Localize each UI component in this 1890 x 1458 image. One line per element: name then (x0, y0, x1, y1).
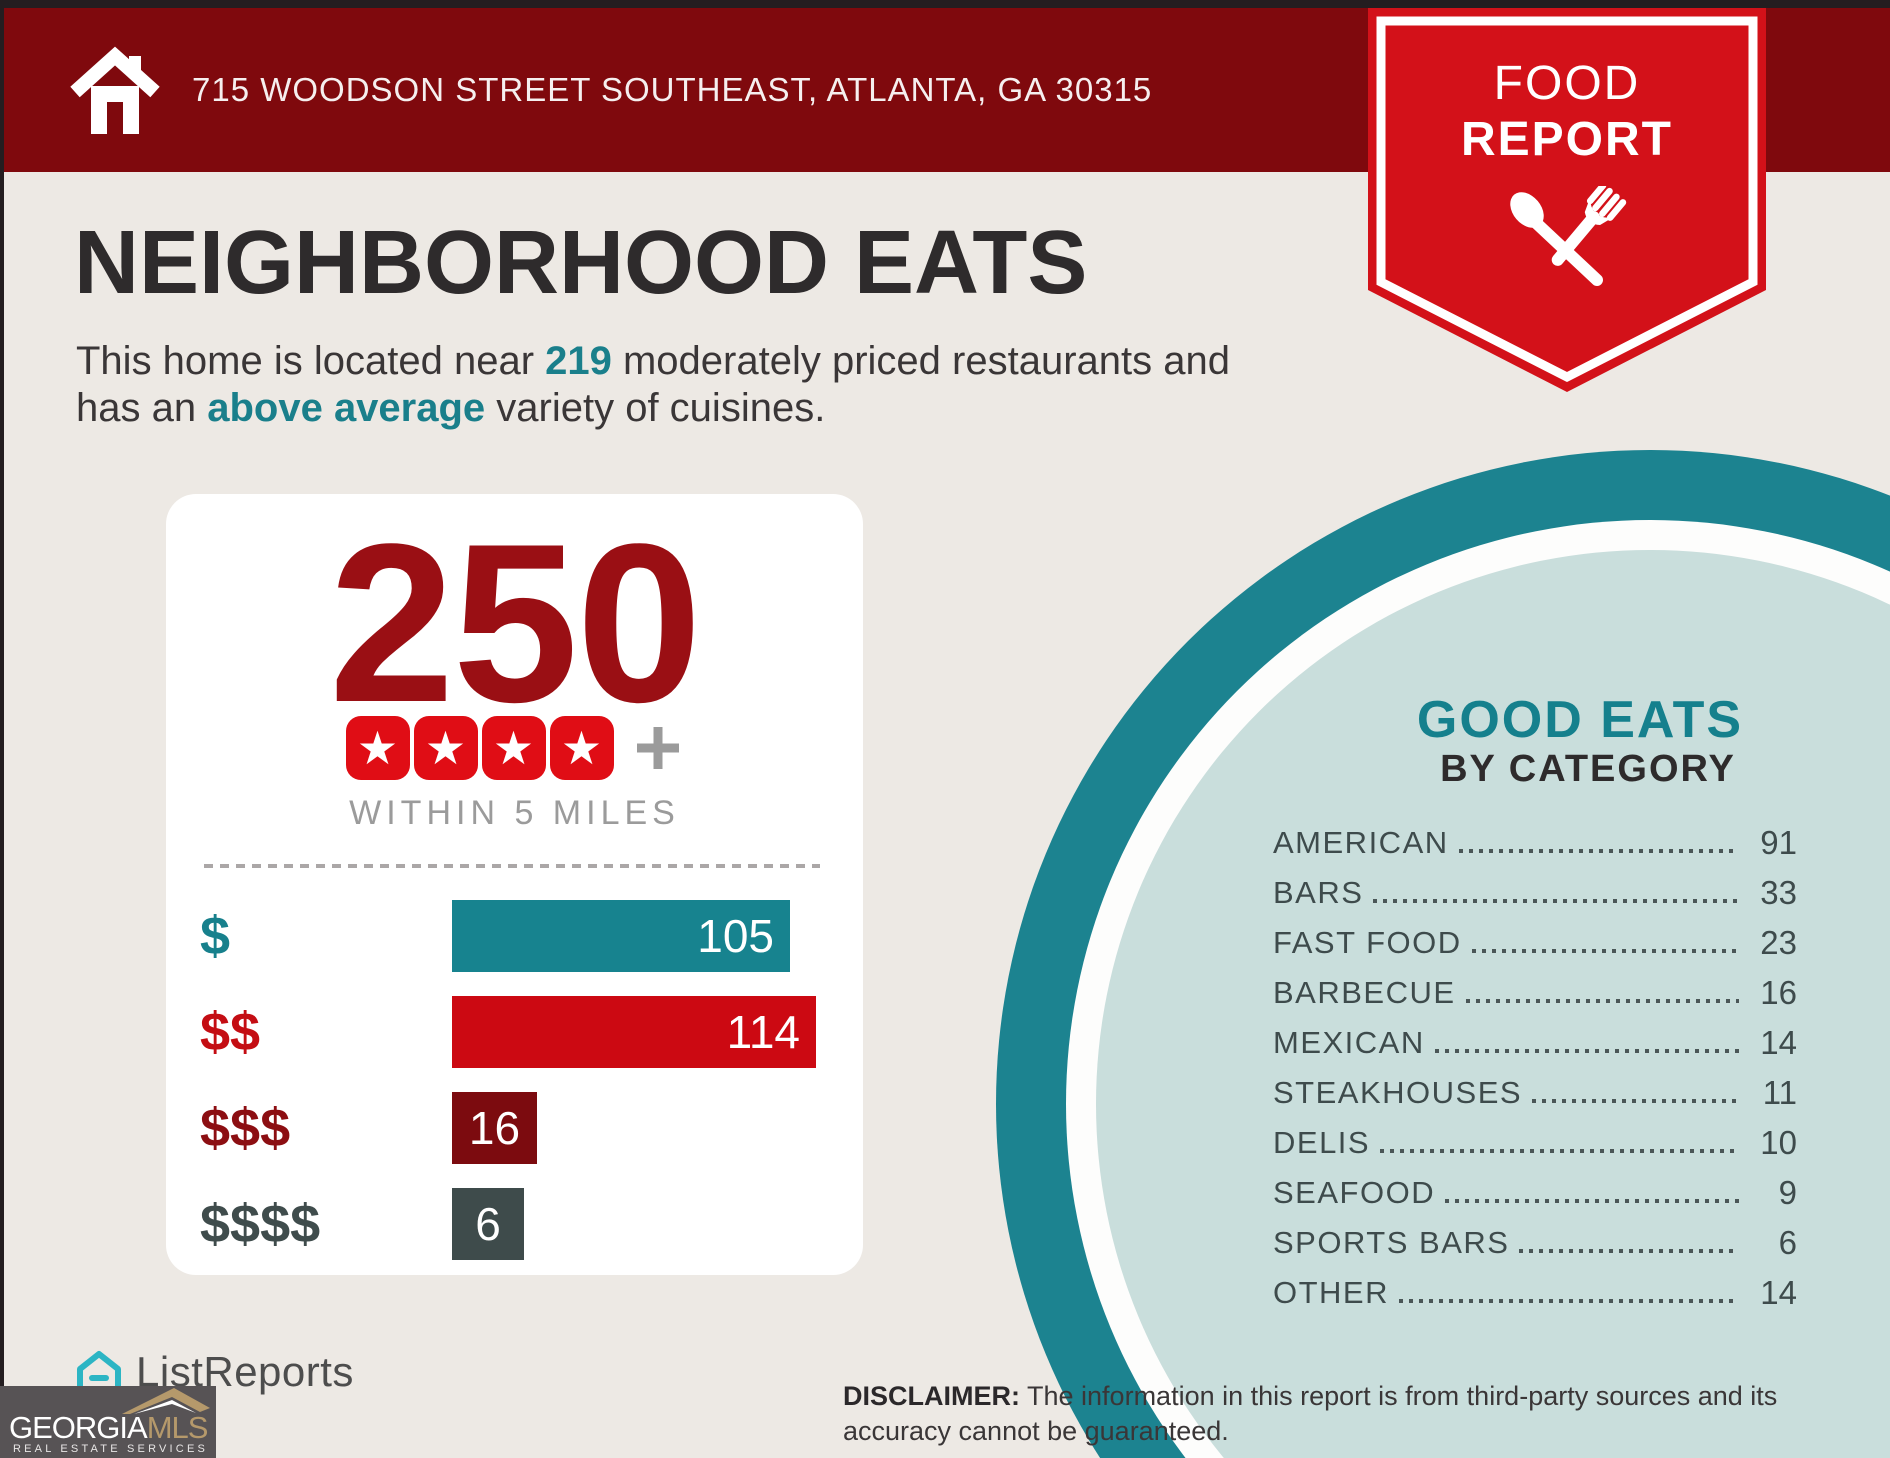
mls-georgia-text: GEORGIA (9, 1410, 148, 1445)
category-value: 6 (1778, 1224, 1797, 1261)
price-level-label: $ (200, 906, 231, 966)
dotted-leader (1471, 949, 1739, 953)
category-label: BARBECUE (1273, 975, 1456, 1010)
category-row: BARS 33 (1273, 868, 1797, 918)
category-row: AMERICAN 91 (1273, 818, 1797, 868)
dotted-leader (1519, 1249, 1739, 1253)
category-value: 10 (1760, 1124, 1797, 1161)
dotted-leader (1458, 849, 1739, 853)
summary-sentence: This home is located near 219 moderately… (76, 338, 1376, 432)
price-bar-value: 6 (475, 1198, 501, 1250)
star-icon (345, 716, 410, 780)
plus-icon (636, 727, 679, 769)
price-bar: 6 (452, 1188, 524, 1260)
category-value: 91 (1760, 824, 1797, 861)
food-report-ribbon: FOOD REPORT (1368, 8, 1766, 392)
category-list: AMERICAN 91 BARS 33 FAST FOOD 23 BARBECUE 16… (1273, 818, 1797, 1318)
spoon-fork-icon (1510, 186, 1627, 286)
disclaimer-label: DISCLAIMER: (843, 1381, 1020, 1411)
category-label: MEXICAN (1273, 1025, 1425, 1060)
category-label: OTHER (1273, 1275, 1389, 1310)
category-row: SEAFOOD 9 (1273, 1168, 1797, 1218)
subtitle-text: has an (76, 386, 208, 430)
category-value: 33 (1760, 874, 1797, 911)
variety-highlight: above average (207, 386, 486, 430)
subtitle-text: variety of cuisines. (485, 386, 826, 430)
price-row: $$$ 16 (200, 1092, 840, 1164)
category-label: SPORTS BARS (1273, 1225, 1510, 1260)
georgia-mls-logo: GEORGIAMLS REAL ESTATE SERVICES (0, 1386, 216, 1458)
price-row: $$ 114 (200, 996, 840, 1068)
dotted-leader (1380, 1149, 1739, 1153)
category-label: FAST FOOD (1273, 925, 1462, 960)
dotted-leader (1532, 1099, 1739, 1103)
dotted-leader (1445, 1199, 1739, 1203)
star-icon (413, 716, 478, 780)
disclaimer: DISCLAIMER: The information in this repo… (843, 1379, 1883, 1449)
top-border (0, 0, 1890, 8)
mls-wordmark: GEORGIAMLS (9, 1410, 209, 1446)
category-value: 11 (1762, 1074, 1797, 1111)
mls-mls-text: MLS (146, 1410, 209, 1445)
radius-label: WITHIN 5 MILES (349, 794, 680, 832)
price-bar-value: 114 (726, 1006, 800, 1058)
category-row: SPORTS BARS 6 (1273, 1218, 1797, 1268)
category-value: 14 (1760, 1274, 1797, 1311)
category-label: STEAKHOUSES (1273, 1075, 1523, 1110)
dotted-leader (1373, 899, 1739, 903)
home-icon (70, 46, 160, 134)
property-address: 715 WOODSON STREET SOUTHEAST, ATLANTA, G… (192, 71, 1153, 108)
category-panel-subtitle: BY CATEGORY (1440, 748, 1736, 790)
left-border (0, 0, 4, 1458)
pennant-shape (1368, 8, 1766, 392)
ribbon-title-line2: REPORT (1460, 113, 1673, 166)
dotted-leader (1434, 1049, 1739, 1053)
dotted-leader (1465, 999, 1739, 1003)
page-title: NEIGHBORHOOD EATS (74, 213, 1088, 313)
restaurant-summary-card: 250 WITHIN 5 MILES $ 105 $$ 114 $$$ 16 (166, 494, 863, 1275)
category-label: SEAFOOD (1273, 1175, 1436, 1210)
category-row: DELIS 10 (1273, 1118, 1797, 1168)
category-label: BARS (1273, 875, 1364, 910)
category-row: STEAKHOUSES 11 (1273, 1068, 1797, 1118)
mls-roof-icon (122, 1388, 210, 1414)
restaurant-count-highlight: 219 (545, 339, 612, 383)
category-row: MEXICAN 14 (1273, 1018, 1797, 1068)
star-icon (549, 716, 614, 780)
subtitle-text: This home is located near (76, 339, 546, 383)
category-row: BARBECUE 16 (1273, 968, 1797, 1018)
price-level-label: $$$ (200, 1098, 291, 1158)
category-value: 16 (1760, 974, 1797, 1011)
price-bar: 105 (452, 900, 790, 972)
category-row: FAST FOOD 23 (1273, 918, 1797, 968)
price-level-label: $$ (200, 1002, 261, 1062)
dashed-divider (204, 864, 820, 868)
category-panel-title: GOOD EATS (1416, 691, 1744, 749)
mls-tagline: REAL ESTATE SERVICES (13, 1443, 209, 1455)
price-bar-value: 105 (697, 910, 774, 962)
price-row: $$$$ 6 (200, 1188, 840, 1260)
price-row: $ 105 (200, 900, 840, 972)
price-level-label: $$$$ (200, 1194, 321, 1254)
price-bar-value: 16 (468, 1102, 521, 1154)
ribbon-title-line1: FOOD (1493, 57, 1641, 110)
disclaimer-text: The information in this report is from t… (843, 1381, 1778, 1446)
category-label: AMERICAN (1273, 825, 1449, 860)
total-restaurant-count: 250 (328, 496, 702, 749)
category-label: DELIS (1273, 1125, 1371, 1160)
star-icon (481, 716, 546, 780)
price-bar: 16 (452, 1092, 537, 1164)
dotted-leader (1399, 1299, 1739, 1303)
price-level-chart: $ 105 $$ 114 $$$ 16 $$$$ 6 (200, 900, 840, 1284)
subtitle-text: moderately priced restaurants and (611, 339, 1230, 383)
category-value: 23 (1760, 924, 1797, 961)
category-value: 14 (1760, 1024, 1797, 1061)
price-bar: 114 (452, 996, 816, 1068)
category-row: OTHER 14 (1273, 1268, 1797, 1318)
category-value: 9 (1778, 1174, 1797, 1211)
rating-row (166, 716, 863, 780)
